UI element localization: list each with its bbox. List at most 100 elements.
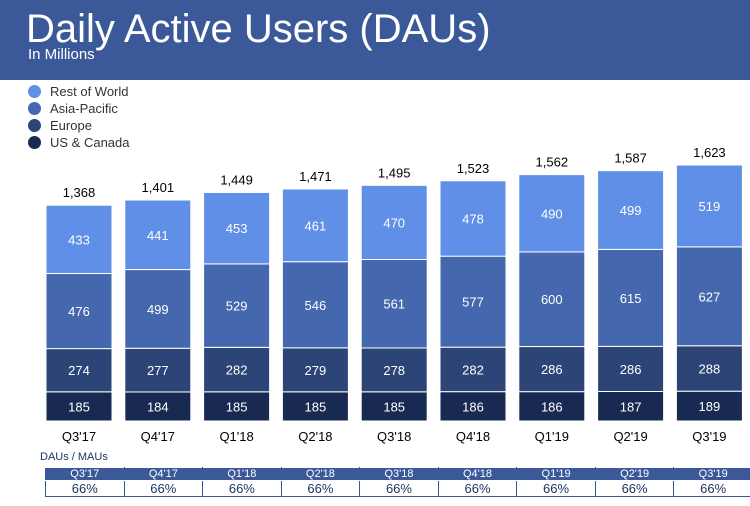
bar-segment (439, 255, 507, 348)
ratio-value-row: 66% 66% 66% 66% 66% 66% 66% 66% 66% (45, 480, 750, 497)
legend-item-us-canada: US & Canada (28, 134, 130, 151)
bar-value-label: 274 (68, 363, 90, 378)
bar-total-label: 1,587 (614, 151, 647, 166)
bar-value-label: 627 (699, 289, 721, 304)
bar-segment (203, 191, 271, 265)
bar-segment (675, 345, 743, 392)
bar-value-label: 441 (147, 228, 169, 243)
ratio-quarter-cell: Q3'17 (45, 467, 125, 481)
bar-segment (124, 199, 192, 271)
bar-total-label: 1,471 (299, 169, 332, 184)
bar-value-label: 187 (620, 399, 642, 414)
bar-value-label: 577 (462, 295, 484, 310)
bar-value-label: 185 (383, 399, 405, 414)
dau-mau-ratio-table: Q3'17 Q4'17 Q1'18 Q2'18 Q3'18 Q4'18 Q1'19 Q2'19… (45, 467, 750, 497)
bar-value-label: 453 (226, 221, 248, 236)
bar-segment (281, 188, 349, 263)
legend-label: Europe (50, 118, 92, 133)
ratio-header-row: Q3'17 Q4'17 Q1'18 Q2'18 Q3'18 Q4'18 Q1'19 Q2'19… (45, 467, 750, 481)
ratio-value-cell: 66% (516, 480, 596, 497)
bar-value-label: 286 (620, 362, 642, 377)
bar-segment (518, 174, 586, 253)
bar-segment (675, 246, 743, 347)
bar-segment (281, 261, 349, 349)
ratio-quarter-cell: Q3'19 (673, 467, 750, 481)
ratio-value-cell: 66% (437, 480, 518, 497)
bar-segment (597, 248, 665, 347)
bar-value-label: 433 (68, 232, 90, 247)
bar-total-label: 1,368 (63, 185, 96, 200)
bar-segment (518, 346, 586, 393)
bar-segment (439, 391, 507, 422)
bar-segment (124, 269, 192, 349)
ratio-quarter-cell: Q1'18 (202, 467, 282, 481)
x-tick-label: Q4'17 (141, 429, 175, 444)
legend-swatch-europe (28, 119, 41, 132)
bar-value-label: 185 (226, 399, 248, 414)
bar-segment (597, 345, 665, 393)
bar-total-label: 1,495 (378, 165, 411, 180)
bar-segment (518, 391, 586, 422)
ratio-quarter-cell: Q2'19 (594, 467, 675, 481)
bar-value-label: 185 (68, 399, 90, 414)
bar-value-label: 478 (462, 211, 484, 226)
x-tick-label: Q1'19 (535, 429, 569, 444)
ratio-value-cell: 66% (45, 480, 125, 497)
bar-value-label: 561 (383, 297, 405, 312)
bar-segment (675, 390, 743, 422)
bar-segment (518, 251, 586, 348)
bar-value-label: 499 (620, 203, 642, 218)
ratio-value-cell: 66% (123, 480, 204, 497)
bar-total-label: 1,623 (693, 145, 726, 160)
legend-label: US & Canada (50, 135, 130, 150)
bar-segment (45, 204, 113, 275)
x-tick-label: Q2'19 (613, 429, 647, 444)
bar-segment (124, 347, 192, 393)
legend-swatch-rest-of-world (28, 85, 41, 98)
legend: Rest of World Asia-Pacific Europe US & C… (28, 83, 130, 151)
bar-segment (675, 164, 743, 248)
ratio-quarter-cell: Q1'19 (516, 467, 596, 481)
bar-segment (281, 347, 349, 393)
bar-value-label: 546 (305, 298, 327, 313)
bar-segment (360, 258, 428, 349)
x-tick-label: Q3'18 (377, 429, 411, 444)
ratio-table-title: DAUs / MAUs (40, 451, 108, 463)
x-tick-label: Q3'17 (62, 429, 96, 444)
bar-value-label: 461 (305, 218, 327, 233)
bar-segment (360, 184, 428, 260)
bar-value-label: 278 (383, 363, 405, 378)
bar-value-label: 282 (226, 363, 248, 378)
bar-value-label: 279 (305, 363, 327, 378)
legend-item-rest-of-world: Rest of World (28, 83, 130, 100)
bar-value-label: 476 (68, 304, 90, 319)
bar-segment (360, 347, 428, 393)
ratio-quarter-cell: Q4'18 (437, 467, 518, 481)
bar-segment (45, 348, 113, 393)
bar-segment (124, 391, 192, 422)
bar-total-label: 1,562 (536, 155, 569, 170)
bar-value-label: 189 (699, 399, 721, 414)
bar-total-label: 1,401 (142, 180, 175, 195)
bar-value-label: 600 (541, 292, 563, 307)
bar-value-label: 499 (147, 302, 169, 317)
x-tick-label: Q1'18 (219, 429, 253, 444)
x-tick-label: Q2'18 (298, 429, 332, 444)
bar-value-label: 277 (147, 363, 169, 378)
bar-segment (203, 391, 271, 422)
bar-value-label: 288 (699, 361, 721, 376)
bar-segment (439, 346, 507, 393)
bar-value-label: 615 (620, 291, 642, 306)
x-tick-label: Q4'18 (456, 429, 490, 444)
legend-swatch-asia-pacific (28, 102, 41, 115)
legend-label: Rest of World (50, 84, 129, 99)
legend-item-europe: Europe (28, 117, 130, 134)
bar-value-label: 529 (226, 299, 248, 314)
bar-value-label: 184 (147, 399, 169, 414)
bar-value-label: 282 (462, 362, 484, 377)
legend-swatch-us-canada (28, 136, 41, 149)
ratio-value-cell: 66% (359, 480, 439, 497)
chart-subtitle: In Millions (28, 46, 95, 63)
ratio-value-cell: 66% (673, 480, 750, 497)
ratio-value-cell: 66% (202, 480, 282, 497)
